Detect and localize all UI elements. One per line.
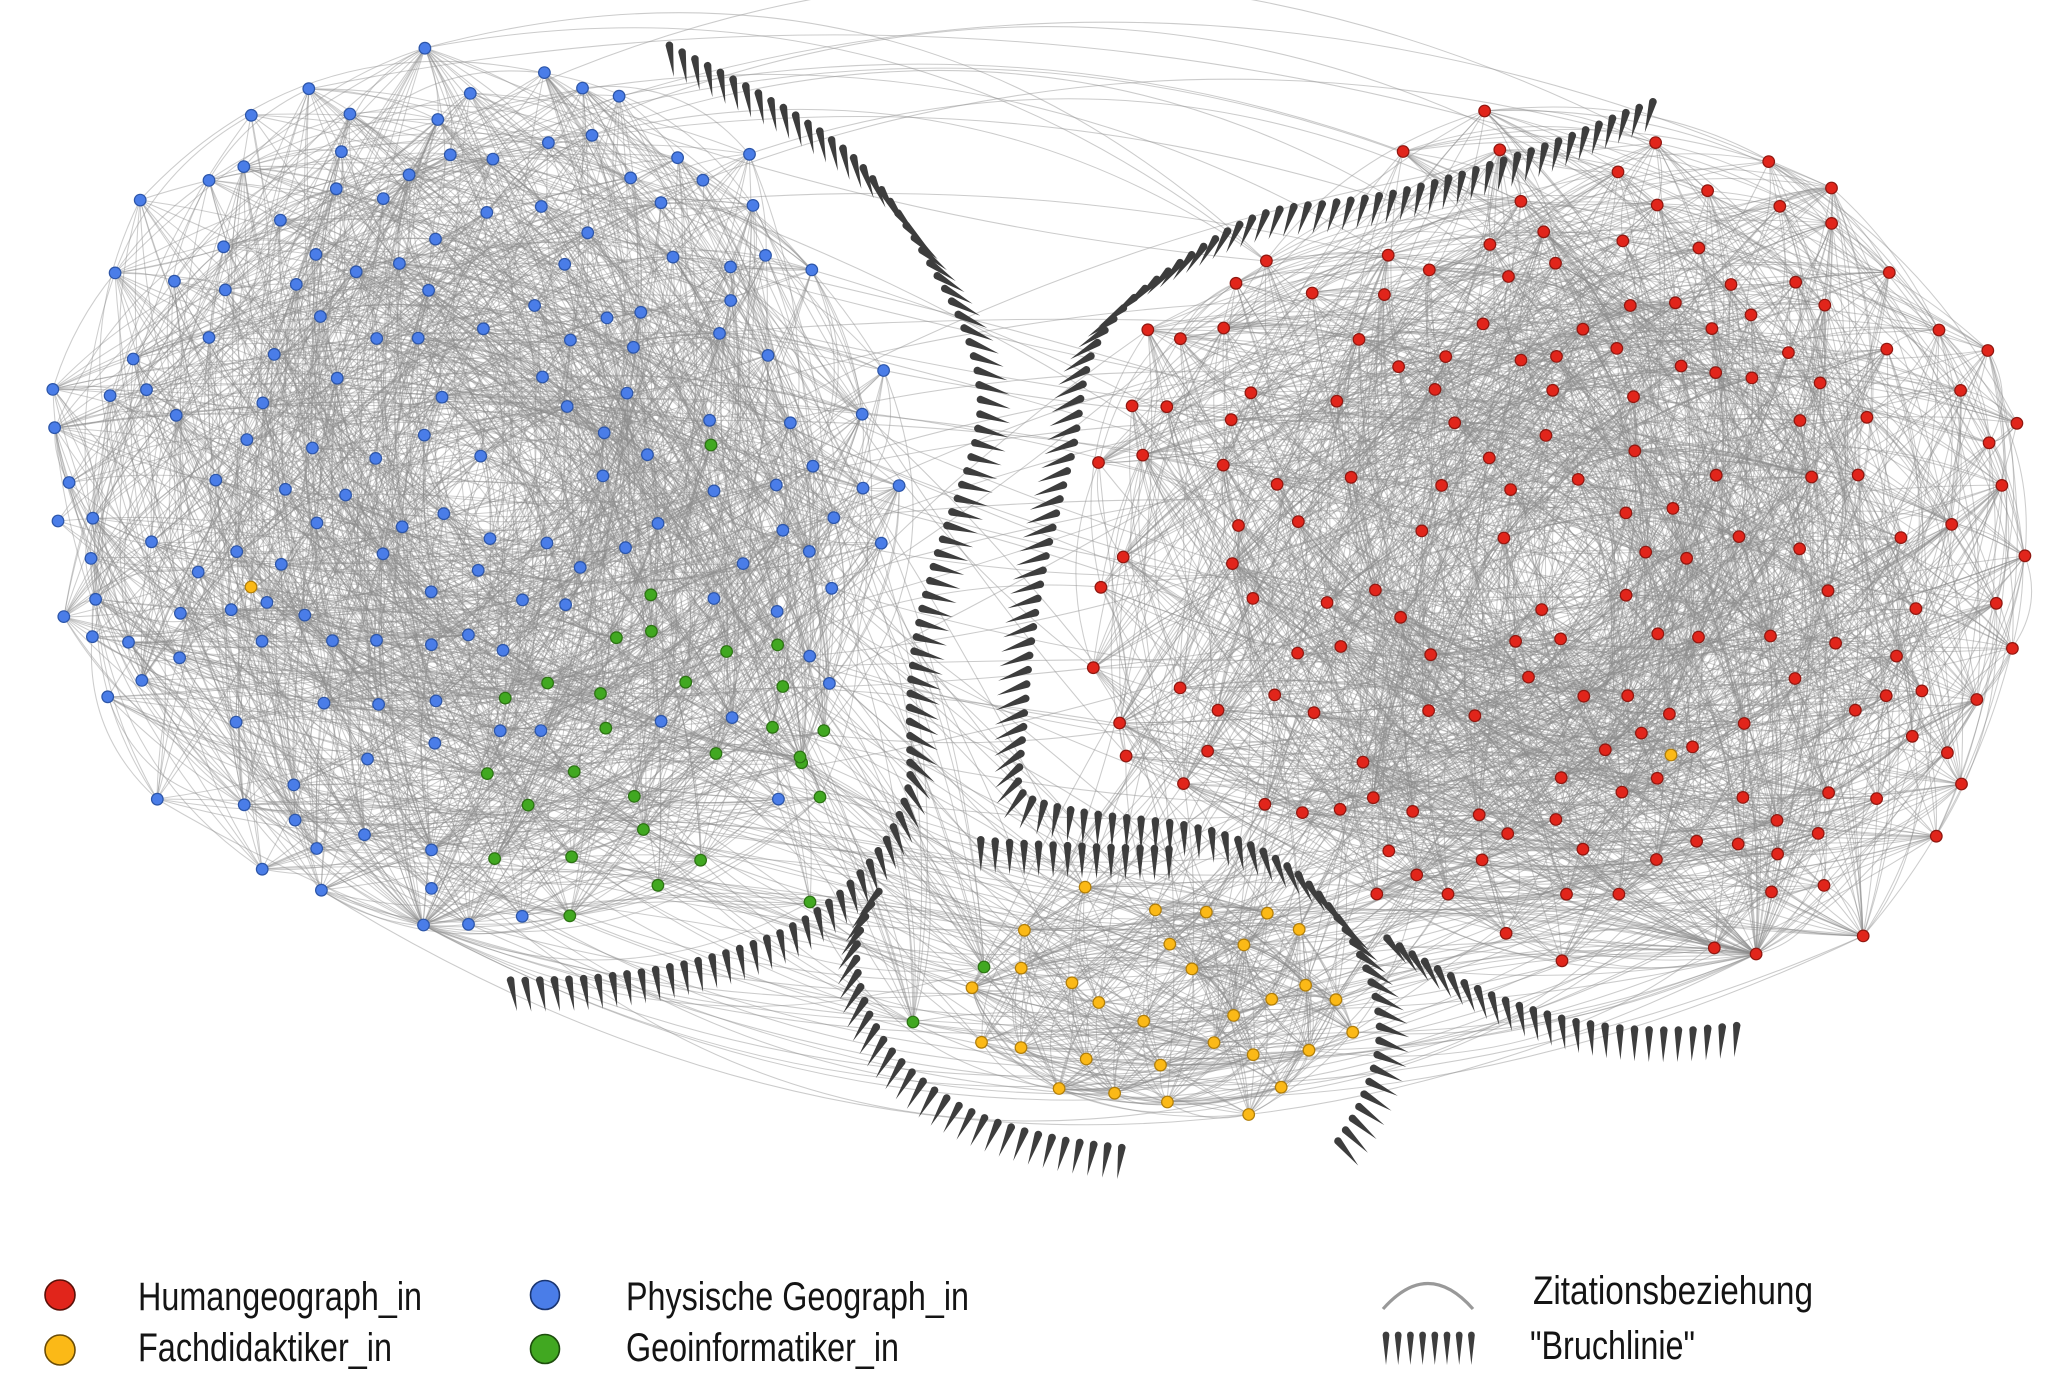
svg-text:Zitationsbeziehung: Zitationsbeziehung xyxy=(1533,1269,1813,1313)
svg-text:Fachdidaktiker_in: Fachdidaktiker_in xyxy=(138,1326,392,1370)
svg-text:Geoinformatiker_in: Geoinformatiker_in xyxy=(626,1326,899,1370)
svg-text:"Bruchlinie": "Bruchlinie" xyxy=(1530,1324,1695,1368)
svg-text:Physische Geograph_in: Physische Geograph_in xyxy=(626,1275,969,1319)
svg-text:Humangeograph_in: Humangeograph_in xyxy=(138,1275,422,1319)
